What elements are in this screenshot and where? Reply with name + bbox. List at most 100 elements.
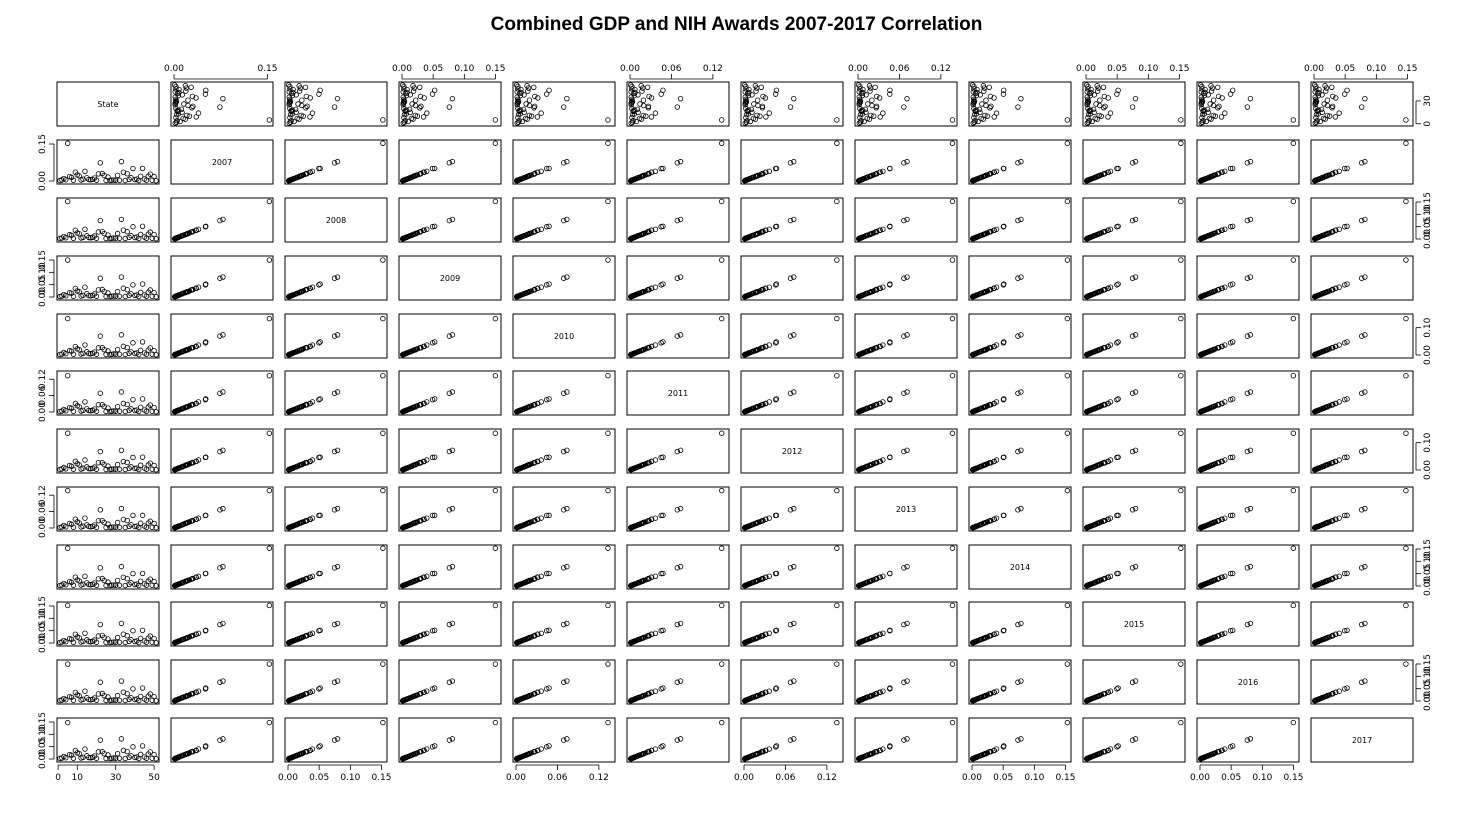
data-point xyxy=(1324,112,1331,119)
data-point xyxy=(1403,117,1409,123)
data-point xyxy=(1244,217,1251,224)
data-point xyxy=(1336,110,1342,116)
panel-2007-vs-2015 xyxy=(1082,139,1186,185)
data-point xyxy=(631,90,637,97)
data-point xyxy=(1102,103,1108,109)
data-point xyxy=(949,257,956,263)
data-point xyxy=(631,92,638,99)
data-point xyxy=(564,216,570,223)
data-point xyxy=(901,217,907,224)
data-point xyxy=(1229,281,1236,287)
data-point xyxy=(181,101,187,107)
data-point xyxy=(1132,158,1139,165)
data-point xyxy=(147,229,153,235)
data-point xyxy=(652,226,659,233)
data-point xyxy=(538,168,544,174)
data-point xyxy=(1315,92,1322,99)
data-point xyxy=(1064,198,1071,205)
panel-2007-vs-State xyxy=(56,139,160,185)
data-point xyxy=(856,100,862,106)
data-point xyxy=(1197,82,1204,88)
panel-2013-vs-2008 xyxy=(284,486,388,532)
data-point xyxy=(640,97,647,103)
panel-2008-vs-2008: 2008 xyxy=(284,197,388,243)
data-point xyxy=(969,82,976,88)
data-point xyxy=(220,274,226,280)
panel-2009-vs-2016 xyxy=(1196,255,1300,301)
panel-2012-vs-2011 xyxy=(626,428,730,474)
panel-2014-vs-State xyxy=(56,544,160,590)
data-point xyxy=(904,216,910,223)
data-point xyxy=(153,294,159,300)
data-point xyxy=(1129,390,1136,396)
data-point xyxy=(630,118,636,124)
data-point xyxy=(266,198,273,205)
panel-frame xyxy=(398,139,502,185)
data-point xyxy=(1362,216,1368,223)
data-point xyxy=(1321,101,1327,107)
data-point xyxy=(334,158,341,165)
panel-frame xyxy=(854,81,958,127)
data-point xyxy=(1064,117,1071,123)
panel-frame xyxy=(284,197,388,243)
data-point xyxy=(124,286,130,293)
data-point xyxy=(193,343,199,350)
data-point xyxy=(872,287,878,293)
data-point xyxy=(629,86,635,92)
data-point xyxy=(758,287,764,293)
data-point xyxy=(745,111,752,117)
data-point xyxy=(64,257,71,263)
panel-State-vs-2012 xyxy=(740,81,844,127)
data-point xyxy=(513,294,520,300)
data-point xyxy=(855,82,862,88)
data-point xyxy=(1132,447,1139,453)
data-point xyxy=(1132,332,1139,338)
data-point xyxy=(605,257,611,263)
data-point xyxy=(513,178,520,184)
data-point xyxy=(334,95,341,102)
panel-2009-vs-2013 xyxy=(854,255,958,301)
data-point xyxy=(176,292,182,298)
data-point xyxy=(858,118,864,124)
data-point xyxy=(1313,83,1319,90)
data-point xyxy=(404,89,410,96)
data-point xyxy=(82,573,88,579)
data-point xyxy=(1222,284,1228,290)
data-point xyxy=(1290,430,1297,436)
data-point xyxy=(1001,281,1007,287)
data-point xyxy=(1114,91,1120,97)
data-point xyxy=(1086,118,1092,124)
data-point xyxy=(1129,104,1136,110)
data-point xyxy=(1064,372,1071,379)
data-point xyxy=(901,160,907,166)
data-point xyxy=(114,577,121,584)
data-point xyxy=(122,235,128,242)
panel-frame xyxy=(740,81,844,127)
data-point xyxy=(1358,275,1365,281)
data-point xyxy=(1333,95,1339,101)
data-point xyxy=(986,171,992,177)
data-point xyxy=(523,101,529,107)
data-point xyxy=(1115,339,1121,345)
data-point xyxy=(872,171,878,177)
data-point xyxy=(538,226,544,233)
data-point xyxy=(766,110,772,116)
data-point xyxy=(1115,223,1121,229)
data-point xyxy=(1362,158,1368,165)
variable-label-2009: 2009 xyxy=(440,274,460,283)
data-point xyxy=(217,390,223,396)
data-point xyxy=(114,230,121,237)
data-point xyxy=(644,84,651,90)
data-point xyxy=(638,289,644,296)
data-point xyxy=(189,93,196,100)
data-point xyxy=(409,101,415,107)
data-point xyxy=(719,257,725,263)
data-point xyxy=(1085,96,1091,103)
data-point xyxy=(153,352,159,358)
data-point xyxy=(887,91,893,97)
data-point xyxy=(316,91,322,97)
data-point xyxy=(176,89,182,96)
data-point xyxy=(118,389,125,395)
data-point xyxy=(974,292,980,298)
